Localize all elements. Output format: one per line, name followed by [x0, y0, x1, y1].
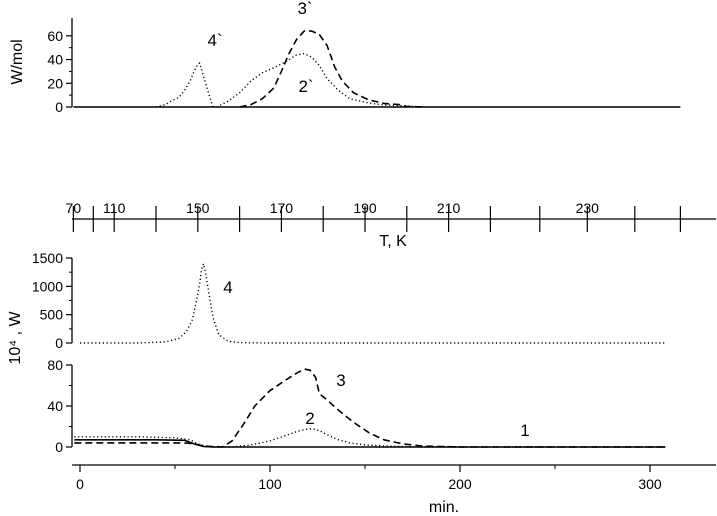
top-y-tick-label: 40	[47, 52, 63, 68]
temperature-axis-title: T, K	[379, 233, 407, 250]
bottom-lower-curve-2	[74, 427, 666, 448]
bottom-lower-y-tick-label: 0	[55, 439, 63, 455]
bottom-upper-y-tick-label: 1500	[32, 250, 63, 266]
bottom-lower-panel-curves: 1 2 3	[74, 368, 666, 448]
bottom-lower-curve-label: 3	[336, 371, 345, 390]
bottom-lower-curve-label: 2	[305, 409, 314, 428]
temperature-tick-label: 170	[270, 200, 294, 216]
temperature-tick-label: 190	[353, 200, 377, 216]
bottom-upper-y-tick-label: 0	[55, 335, 63, 351]
bottom-lower-curve-label: 1	[520, 421, 529, 440]
bottom-panel: 0 500 1000 1500 4 0 40 80 0 100 200 300 1 2 3 10⁴ ,…	[7, 250, 716, 516]
bottom-panel-y-axis-title: 10⁴ , W	[7, 311, 24, 365]
bottom-lower-panel-axes: 0 40 80 0 100 200 300	[47, 357, 716, 492]
bottom-upper-y-tick-label: 500	[40, 307, 64, 323]
bottom-panel-x-axis-title: min.	[429, 499, 459, 516]
temperature-axis: 70 110 150 170 190 210 230	[66, 200, 716, 232]
top-curve-2	[216, 52, 423, 108]
top-curve-3	[239, 30, 423, 108]
temperature-tick-label: 150	[186, 200, 210, 216]
top-curve-label: 4`	[207, 31, 222, 50]
bottom-lower-curve-3	[74, 368, 666, 448]
top-panel-y-axis-title: W/mol	[9, 39, 26, 84]
top-curve-label: 2`	[298, 77, 313, 96]
temperature-tick-label: 70	[66, 200, 82, 216]
bottom-x-tick-label: 0	[76, 476, 84, 492]
bottom-lower-y-tick-label: 80	[47, 357, 63, 373]
bottom-upper-curve-label: 4	[223, 278, 232, 297]
bottom-x-tick-label: 200	[448, 476, 472, 492]
bottom-upper-curve-4	[80, 263, 666, 344]
top-y-tick-label: 60	[47, 28, 63, 44]
bottom-lower-y-tick-label: 40	[47, 398, 63, 414]
top-curve-label: 3`	[297, 0, 312, 18]
top-y-tick-label: 20	[47, 75, 63, 91]
top-curve-4	[155, 62, 214, 108]
bottom-upper-y-tick-label: 1000	[32, 278, 63, 294]
bottom-x-tick-label: 300	[638, 476, 662, 492]
temperature-tick-label: 210	[437, 200, 461, 216]
top-panel-axes: 0 20 40 60	[47, 18, 73, 115]
temperature-tick-label: 110	[103, 200, 126, 216]
temperature-axis-panel: 70 110 150 170 190 210 230 T, K	[66, 200, 716, 250]
top-y-tick-label: 0	[55, 99, 63, 115]
bottom-upper-panel-axes: 0 500 1000 1500	[32, 250, 73, 351]
bottom-x-tick-label: 100	[258, 476, 282, 492]
temperature-tick-label: 230	[576, 200, 600, 216]
top-panel: 0 20 40 60 4` 2` 3` W/mol	[9, 0, 681, 115]
bottom-upper-panel-curves: 4	[80, 263, 666, 344]
top-panel-curves: 4` 2` 3`	[73, 0, 681, 108]
